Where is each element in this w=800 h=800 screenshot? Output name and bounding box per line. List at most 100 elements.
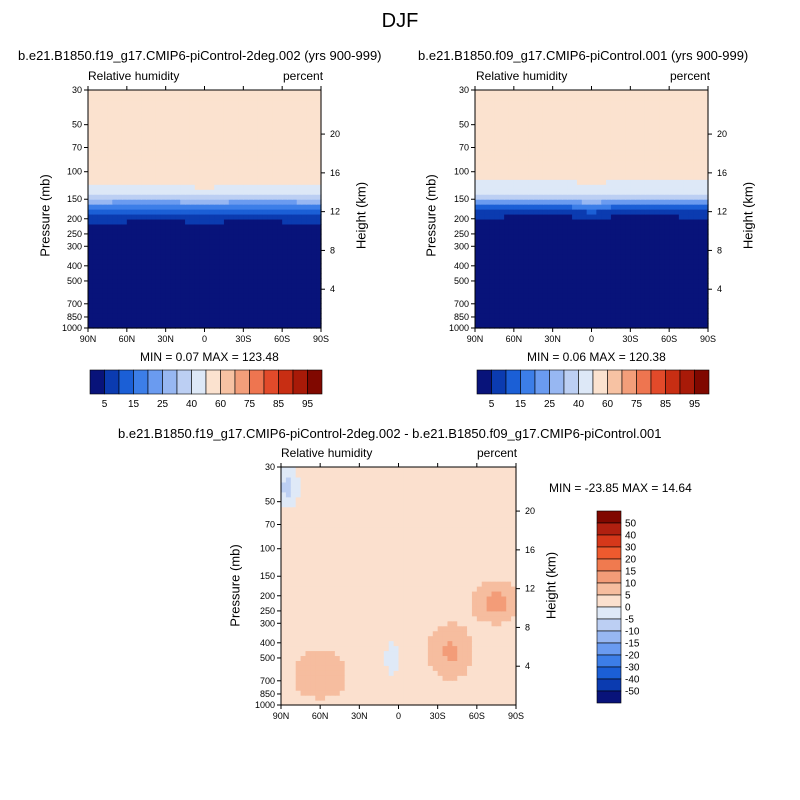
panel-1-cell [233, 194, 240, 200]
panel-1-cell [180, 144, 186, 151]
panel-1-cell [287, 154, 293, 161]
panel-1-cell [175, 129, 181, 136]
panel-2-cell [567, 233, 573, 240]
panel-3-cell [442, 685, 449, 691]
panel-1-cell [141, 90, 147, 96]
panel-1-cell [291, 213, 298, 220]
panel-3-cell [462, 695, 468, 701]
panel-1-cell [185, 139, 191, 146]
panel-2-cell [688, 268, 695, 275]
panel-1-cell [228, 293, 235, 299]
panel-1-cell [189, 238, 196, 245]
panel-2-cell [586, 283, 593, 289]
panel-2-cell [596, 144, 602, 151]
panel-3-cell [374, 685, 380, 691]
panel-1-cell [155, 169, 162, 175]
panel-1-cell [126, 273, 133, 280]
panel-2-cell [615, 303, 622, 309]
panel-1-cell [248, 169, 254, 175]
panel-2-cell [649, 258, 656, 265]
panel-1-cell [306, 218, 312, 225]
panel-1-cell [136, 303, 142, 309]
panel-2-cell [703, 164, 709, 170]
panel-2-cell [615, 223, 622, 230]
panel-2-cell [606, 268, 612, 275]
panel-1-cell [253, 268, 259, 275]
panel-2-cell [494, 323, 500, 329]
panel-2-cell [528, 238, 534, 245]
panel-3-cell [471, 700, 478, 706]
panel-1-cell [228, 213, 235, 220]
panel-2-cell [562, 273, 568, 280]
panel-2-cell [557, 288, 563, 294]
panel-2-cell [479, 164, 486, 170]
panel-2-cell [640, 288, 646, 294]
panel-2-cell [640, 129, 646, 136]
panel-1-cell [121, 144, 128, 151]
panel-2-cell [484, 174, 491, 180]
panel-2-cell [693, 104, 699, 111]
panel-1-cell [311, 179, 317, 185]
panel-2-cell [504, 139, 510, 146]
panel-2-cell [552, 129, 559, 136]
panel-2-cell [688, 149, 695, 156]
panel-2-cell [562, 283, 568, 289]
panel-1-cell [243, 233, 249, 240]
panel-2-cell [640, 213, 646, 220]
panel-2-cell [693, 169, 699, 175]
panel-1-cell [253, 288, 259, 294]
panel-1-cell [272, 164, 278, 170]
panel-2-cell [533, 90, 539, 96]
panel-2-cell [698, 144, 704, 151]
panel-1-cell [102, 323, 109, 329]
panel-2-cell [664, 114, 670, 121]
panel-2-cell [703, 283, 709, 289]
panel-3-cell [374, 675, 380, 681]
panel-2-cell [489, 199, 496, 205]
panel-1-cell [306, 119, 312, 126]
panel-2-cell [508, 99, 515, 106]
panel-1-cell [291, 199, 298, 205]
panel-1-cell [296, 144, 303, 151]
panel-1-cell [165, 268, 172, 275]
panel-2-cell [644, 99, 651, 106]
panel-2-cell [693, 218, 699, 225]
panel-1-cell [189, 194, 196, 200]
panel-2-cell [586, 204, 593, 210]
panel-1-cell [233, 134, 240, 141]
panel-2-cell [664, 154, 670, 161]
panel-1-cell [165, 323, 172, 329]
panel-1-cell [92, 149, 99, 156]
panel-1-cell [233, 90, 240, 96]
panel-1-cell [165, 129, 172, 136]
panel-2-cell [635, 159, 641, 165]
panel-2-cell [576, 104, 583, 111]
panel-2-cell [703, 184, 709, 190]
panel-2-cell [576, 318, 583, 324]
panel-2-cell [538, 124, 544, 131]
panel-1-cell [194, 263, 201, 270]
panel-2-cell [499, 119, 505, 126]
panel-1-cell [121, 323, 128, 329]
panel-2-cell [654, 248, 661, 255]
panel-2-cell [562, 223, 568, 230]
panel-2-cell [484, 94, 491, 101]
panel-2-cell [635, 109, 641, 116]
panel-2-cell [567, 189, 573, 195]
panel-1-cell [160, 174, 167, 180]
panel-2-cell [596, 199, 602, 205]
panel-2-cell [499, 298, 505, 304]
panel-2-cell [572, 298, 578, 304]
panel-2-cell [635, 303, 641, 309]
panel-2-cell [557, 278, 563, 284]
panel-2-cell [508, 94, 515, 101]
panel-1-cell [204, 268, 210, 275]
panel-1-cell [136, 248, 142, 255]
panel-1-cell [301, 298, 308, 304]
panel-1-cell [88, 164, 94, 170]
panel-1-cell [282, 243, 288, 250]
panel-1-cell [160, 109, 167, 116]
panel-3-cell [403, 700, 409, 706]
panel-1-cell [272, 298, 278, 304]
panel-2-cell [538, 154, 544, 161]
